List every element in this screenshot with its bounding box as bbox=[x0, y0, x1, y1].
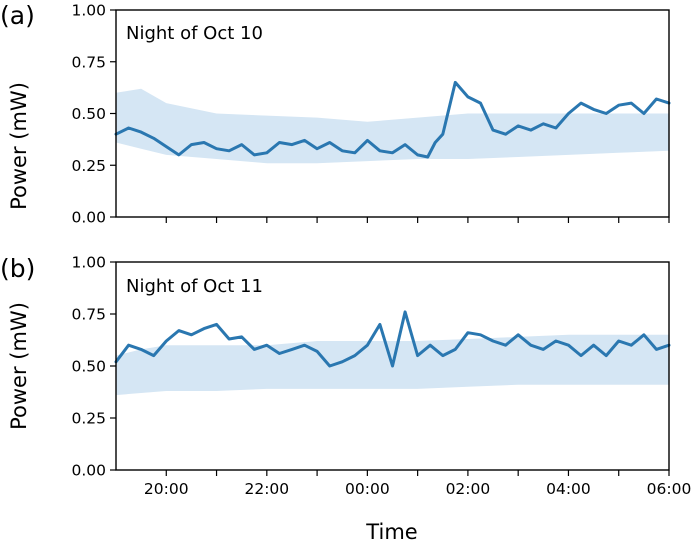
x-tick-label: 20:00 bbox=[144, 480, 189, 498]
range-band bbox=[116, 88, 669, 164]
x-ticks bbox=[165, 217, 670, 223]
y-tick-label: 0.50 bbox=[71, 358, 106, 376]
y-tick-label: 0.25 bbox=[71, 157, 106, 175]
x-ticks: 20:00 22:00 00:00 02:00 04:00 06:00 bbox=[144, 470, 691, 498]
x-tick-label: 22:00 bbox=[244, 480, 289, 498]
x-tick-label: 02:00 bbox=[446, 480, 491, 498]
y-axis-label: Power (mW) bbox=[7, 302, 31, 430]
y-tick-label: 0.75 bbox=[71, 306, 106, 324]
panel-label: (a) bbox=[0, 1, 35, 30]
panel-annotation: Night of Oct 11 bbox=[126, 276, 263, 297]
y-tick-label: 0.75 bbox=[71, 53, 106, 71]
series-line-layer bbox=[114, 80, 671, 159]
y-tick-label: 1.00 bbox=[71, 2, 106, 20]
x-tick-label: 06:00 bbox=[647, 480, 692, 498]
panel-a: (a) Power (mW) 0.00 0.25 0.50 0.75 1.00 Nigh… bbox=[0, 1, 671, 227]
power-series-line bbox=[114, 80, 671, 159]
y-tick-label: 0.00 bbox=[71, 209, 106, 227]
y-ticks: 0.00 0.25 0.50 0.75 1.00 bbox=[71, 254, 116, 480]
y-tick-label: 0.25 bbox=[71, 410, 106, 428]
y-ticks: 0.00 0.25 0.50 0.75 1.00 bbox=[71, 2, 116, 227]
power-series-line bbox=[114, 310, 671, 368]
panel-label: (b) bbox=[0, 254, 35, 283]
y-tick-label: 0.00 bbox=[71, 462, 106, 480]
range-band-layer bbox=[116, 88, 669, 164]
panel-b: (b) Power (mW) 0.00 0.25 0.50 0.75 1.00 20:0… bbox=[0, 254, 691, 499]
panel-annotation: Night of Oct 10 bbox=[126, 23, 263, 44]
x-axis-label: Time bbox=[365, 520, 417, 543]
y-axis-label: Power (mW) bbox=[7, 82, 31, 210]
x-tick-label: 00:00 bbox=[345, 480, 390, 498]
series-line-layer bbox=[114, 310, 671, 368]
y-tick-label: 0.50 bbox=[71, 105, 106, 123]
y-tick-label: 1.00 bbox=[71, 254, 106, 272]
x-tick-label: 04:00 bbox=[546, 480, 591, 498]
